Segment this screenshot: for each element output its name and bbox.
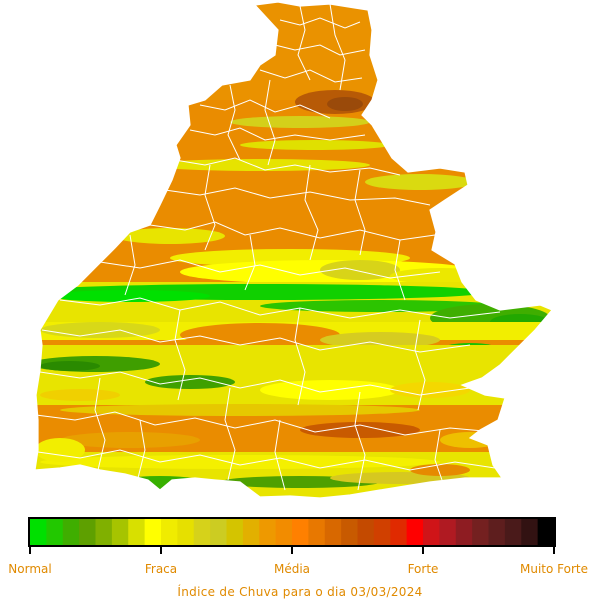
legend-swatch — [30, 519, 47, 545]
legend-swatch — [324, 519, 342, 545]
color-legend — [28, 517, 556, 554]
tick-label-normal: Normal — [8, 562, 52, 576]
legend-swatch — [259, 519, 277, 545]
legend-swatch — [193, 519, 211, 545]
legend-swatch — [390, 519, 408, 545]
legend-swatch — [275, 519, 293, 545]
tick-label-muito-forte: Muito Forte — [520, 562, 588, 576]
legend-color-bar — [30, 519, 555, 545]
legend-swatch — [210, 519, 228, 545]
tick-label-fraca: Fraca — [144, 562, 178, 576]
legend-swatch — [472, 519, 490, 545]
legend-swatch — [504, 519, 522, 545]
legend-swatch — [455, 519, 473, 545]
legend-swatch — [128, 519, 146, 545]
legend-swatch — [406, 519, 424, 545]
legend-swatch — [423, 519, 440, 545]
legend-swatch — [95, 519, 113, 545]
rain-index-field — [35, 2, 552, 498]
legend-swatch — [177, 519, 195, 545]
municipality-borders — [35, 3, 501, 491]
legend-ticks — [29, 546, 555, 554]
legend-swatch — [226, 519, 244, 545]
legend-swatch — [341, 519, 359, 545]
legend-swatch — [46, 519, 64, 545]
legend-swatch — [521, 519, 539, 545]
legend-swatch — [242, 519, 260, 545]
legend-swatch — [439, 519, 457, 545]
legend-swatch — [161, 519, 178, 545]
legend-swatch — [292, 519, 309, 545]
legend-swatch — [537, 519, 555, 545]
map-caption: Índice de Chuva para o dia 03/03/2024 — [177, 585, 423, 599]
legend-swatch — [488, 519, 506, 545]
tick-label-media: Média — [273, 562, 311, 576]
legend-swatch — [144, 519, 162, 545]
legend-swatch — [373, 519, 391, 545]
tick-label-forte: Forte — [407, 562, 439, 576]
rain-index-map — [34, 1, 553, 499]
legend-swatch — [308, 519, 326, 545]
legend-swatch — [79, 519, 97, 545]
legend-swatch — [357, 519, 375, 545]
legend-swatch — [62, 519, 80, 545]
legend-swatch — [111, 519, 129, 545]
